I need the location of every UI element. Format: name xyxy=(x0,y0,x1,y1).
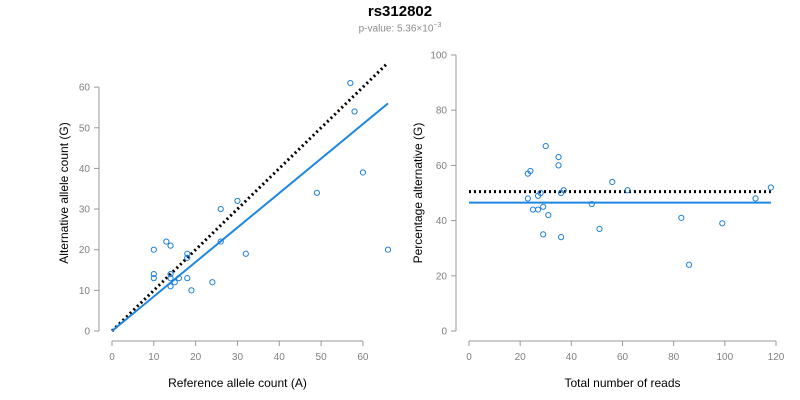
data-point xyxy=(171,279,178,286)
x-tick-label: 100 xyxy=(716,352,733,363)
data-point xyxy=(527,167,534,175)
y-tick-label: 20 xyxy=(436,271,448,282)
data-point xyxy=(234,197,241,205)
x-tick-label: 20 xyxy=(515,352,527,363)
data-point xyxy=(242,250,249,257)
x-tick-label: 10 xyxy=(148,352,160,363)
x-tick-label: 60 xyxy=(357,352,369,363)
y-tick-label: 100 xyxy=(430,51,447,62)
data-point xyxy=(678,214,685,221)
p-value-text: p-value: 5.36×10 xyxy=(358,23,434,35)
data-point xyxy=(752,195,759,202)
data-point xyxy=(188,287,195,294)
y-tick-label: 60 xyxy=(79,83,91,94)
data-point xyxy=(560,187,567,194)
data-point xyxy=(588,200,595,208)
data-point xyxy=(537,189,544,197)
y-tick-label: 30 xyxy=(79,205,91,216)
y-tick-label: 20 xyxy=(79,245,91,256)
data-point xyxy=(609,178,616,186)
data-point xyxy=(184,254,191,261)
data-point xyxy=(167,270,174,278)
data-point xyxy=(167,242,174,249)
x-axis-label: Total number of reads xyxy=(564,376,680,390)
x-tick-label: 40 xyxy=(566,352,578,363)
data-point xyxy=(175,275,183,282)
data-point xyxy=(767,184,774,191)
data-point xyxy=(313,189,321,196)
reference-dotted-line xyxy=(110,61,390,333)
data-point xyxy=(150,270,157,278)
x-tick-label: 0 xyxy=(109,352,115,363)
data-point xyxy=(596,225,603,232)
y-tick-label: 10 xyxy=(79,286,91,297)
data-point xyxy=(542,142,549,150)
allele-count-panel: 0 10 20 30 40 50 60 0 10 20 30 40 50 60 Reference alle… xyxy=(57,61,392,390)
y-tick-label: 0 xyxy=(84,327,90,338)
data-point xyxy=(384,246,392,253)
x-tick-label: 50 xyxy=(316,352,328,363)
x-tick-label: 80 xyxy=(668,352,680,363)
y-tick-label: 0 xyxy=(441,327,447,338)
data-point xyxy=(351,108,358,115)
x-tick-label: 40 xyxy=(274,352,286,363)
data-point xyxy=(558,234,565,241)
data-point xyxy=(540,231,547,238)
x-tick-label: 120 xyxy=(768,352,785,363)
data-point xyxy=(217,205,224,213)
data-point xyxy=(150,246,157,253)
data-point xyxy=(545,211,552,219)
data-point xyxy=(685,261,693,268)
data-point xyxy=(555,154,562,161)
data-point xyxy=(540,203,547,210)
data-point xyxy=(184,250,191,257)
data-point xyxy=(150,275,157,282)
data-point xyxy=(534,206,542,213)
data-point xyxy=(624,187,631,194)
y-tick-label: 40 xyxy=(79,164,91,175)
x-tick-label: 0 xyxy=(466,352,472,363)
data-point xyxy=(167,275,174,282)
data-point xyxy=(217,238,224,245)
p-value-subtitle: p-value: 5.36×10−3 xyxy=(0,22,800,34)
y-tick-label: 80 xyxy=(436,106,448,117)
chart-title: rs312802 xyxy=(367,3,433,20)
y-tick-label: 40 xyxy=(436,216,448,227)
x-tick-label: 60 xyxy=(617,352,629,363)
x-tick-label: 30 xyxy=(232,352,244,363)
x-tick-label: 20 xyxy=(190,352,202,363)
data-point xyxy=(719,220,726,227)
data-point xyxy=(167,283,174,290)
y-axis-label: Alternative allele count (G) xyxy=(57,122,71,263)
p-value-exponent: −3 xyxy=(433,22,442,29)
percentage-panel: 0 20 40 60 80 100 120 0 20 40 60 80 100 Total number … xyxy=(411,51,785,391)
data-point xyxy=(529,206,537,213)
data-point xyxy=(163,238,170,245)
data-point xyxy=(184,275,191,282)
y-tick-label: 50 xyxy=(79,123,91,134)
fit-line xyxy=(111,102,389,332)
data-point xyxy=(209,279,216,286)
data-point xyxy=(555,162,562,169)
x-axis-label: Reference allele count (A) xyxy=(168,376,307,390)
y-tick-label: 60 xyxy=(436,161,448,172)
data-point xyxy=(347,79,354,87)
data-point xyxy=(359,169,367,176)
y-axis-label: Percentage alternative (G) xyxy=(411,123,425,264)
data-point xyxy=(524,195,531,202)
